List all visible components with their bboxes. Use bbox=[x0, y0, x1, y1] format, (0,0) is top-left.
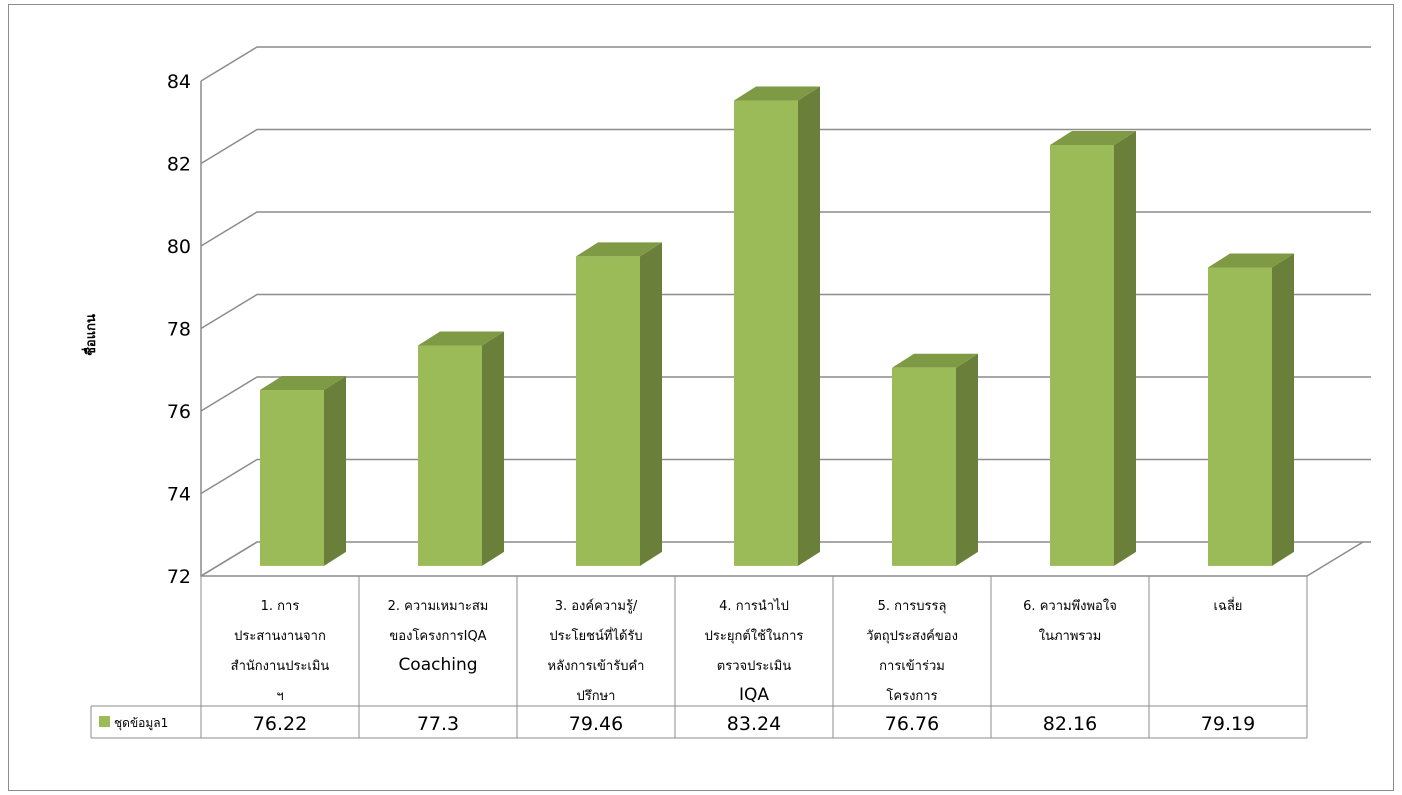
bar-front bbox=[576, 256, 640, 566]
data-table-value: 79.46 bbox=[569, 713, 623, 735]
category-label-line: ปรึกษา bbox=[577, 689, 616, 704]
gridlines bbox=[200, 46, 1371, 577]
data-table-value: 77.3 bbox=[417, 713, 459, 735]
gridline bbox=[200, 541, 1371, 577]
category-label-line: เฉลี่ย bbox=[1214, 597, 1243, 614]
category-label-line: 5. การบรรลุ bbox=[878, 599, 947, 614]
bar-top bbox=[260, 376, 346, 391]
y-tick-label: 76 bbox=[167, 401, 191, 423]
data-table-value: 82.16 bbox=[1043, 713, 1097, 735]
bar bbox=[1050, 131, 1136, 566]
gridline bbox=[200, 128, 1371, 165]
bar-top bbox=[1050, 131, 1136, 145]
bar-side bbox=[640, 242, 662, 566]
y-axis-title: ชื่อแกน bbox=[81, 314, 99, 356]
bars bbox=[260, 86, 1294, 566]
category-label-line: ฯ bbox=[276, 689, 283, 704]
y-tick-label: 74 bbox=[167, 484, 191, 506]
bar bbox=[418, 331, 504, 566]
legend-series-name: ชุดข้อมูล1 bbox=[114, 716, 168, 731]
category-label: เฉลี่ย bbox=[1214, 597, 1243, 614]
category-label-line: สำนักงานประเมิน bbox=[231, 659, 330, 674]
bar-front bbox=[1050, 145, 1114, 566]
category-label: 3. องค์ความรู้/ ประโยชน์ที่ได้รับหลังการเ… bbox=[548, 598, 645, 704]
bar-side bbox=[956, 353, 978, 566]
bar bbox=[892, 353, 978, 566]
chart-frame: 72 74 76 78 80 82 84 1. การประสานงานจากสำนักงา… bbox=[8, 4, 1394, 791]
bar-front bbox=[418, 345, 482, 566]
legend-swatch bbox=[99, 716, 110, 727]
category-label-line: ประโยชน์ที่ได้รับ bbox=[549, 627, 642, 644]
gridline bbox=[200, 46, 1371, 82]
category-label-line: Coaching bbox=[398, 655, 477, 675]
y-tick-label: 84 bbox=[167, 71, 191, 93]
y-tick-label: 80 bbox=[167, 236, 191, 258]
data-table-value: 76.76 bbox=[885, 713, 939, 735]
category-label-line: 1. การ bbox=[261, 599, 300, 614]
bar-top bbox=[892, 353, 978, 368]
category-label-line: ของโครงการIQA bbox=[389, 628, 486, 644]
category-label-line: ตรวจประเมิน bbox=[717, 659, 792, 674]
category-label-line: 3. องค์ความรู้/ bbox=[555, 598, 638, 614]
bar-front bbox=[260, 390, 324, 566]
category-label-line: การเข้าร่วม bbox=[879, 659, 945, 674]
bar-side bbox=[324, 376, 346, 566]
bar-top bbox=[418, 331, 504, 346]
bar bbox=[260, 376, 346, 566]
category-label-line: ในภาพรวม bbox=[1039, 628, 1102, 644]
category-label-line: ประยุกต์ใช้ในการ bbox=[705, 628, 804, 644]
category-label-line: IQA bbox=[739, 685, 769, 705]
bar bbox=[734, 86, 820, 566]
data-table-value: 79.19 bbox=[1201, 713, 1255, 735]
gridline bbox=[200, 293, 1371, 330]
gridline bbox=[200, 458, 1371, 495]
bar-side bbox=[798, 86, 820, 566]
category-label-line: โครงการ bbox=[886, 688, 937, 704]
gridline bbox=[200, 376, 1371, 412]
y-tick-label: 82 bbox=[167, 154, 191, 176]
y-tick-label: 78 bbox=[167, 319, 191, 341]
y-axis-ticks: 72 74 76 78 80 82 84 bbox=[167, 71, 191, 588]
bar-front bbox=[892, 367, 956, 566]
bar-top bbox=[1208, 253, 1294, 268]
category-label-line: หลังการเข้ารับคำ bbox=[548, 659, 645, 674]
category-label-line: 4. การนำไป bbox=[719, 598, 789, 614]
category-label: 5. การบรรลุวัตถุประสงค์ของการเข้าร่วมโคร… bbox=[866, 599, 958, 704]
data-table-value: 76.22 bbox=[253, 713, 307, 735]
category-label-line: 2. ความเหมาะสม bbox=[388, 599, 489, 614]
category-label-line: 6. ความพึงพอใจ bbox=[1023, 598, 1117, 614]
bar-side bbox=[1114, 131, 1136, 566]
y-tick-label: 72 bbox=[167, 566, 191, 588]
bar bbox=[576, 242, 662, 566]
data-table-value: 83.24 bbox=[727, 713, 781, 735]
bar-side bbox=[482, 331, 504, 566]
bar-front bbox=[1208, 267, 1272, 566]
bar-side bbox=[1272, 253, 1294, 566]
bar bbox=[1208, 253, 1294, 566]
bar-top bbox=[734, 86, 820, 101]
bar-front bbox=[734, 100, 798, 566]
bar-top bbox=[576, 242, 662, 257]
gridline bbox=[200, 211, 1371, 247]
category-label-line: วัตถุประสงค์ของ bbox=[866, 628, 958, 644]
bar-chart: 72 74 76 78 80 82 84 1. การประสานงานจากสำนักงา… bbox=[81, 46, 1371, 739]
category-label-line: ประสานงานจาก bbox=[234, 629, 326, 644]
